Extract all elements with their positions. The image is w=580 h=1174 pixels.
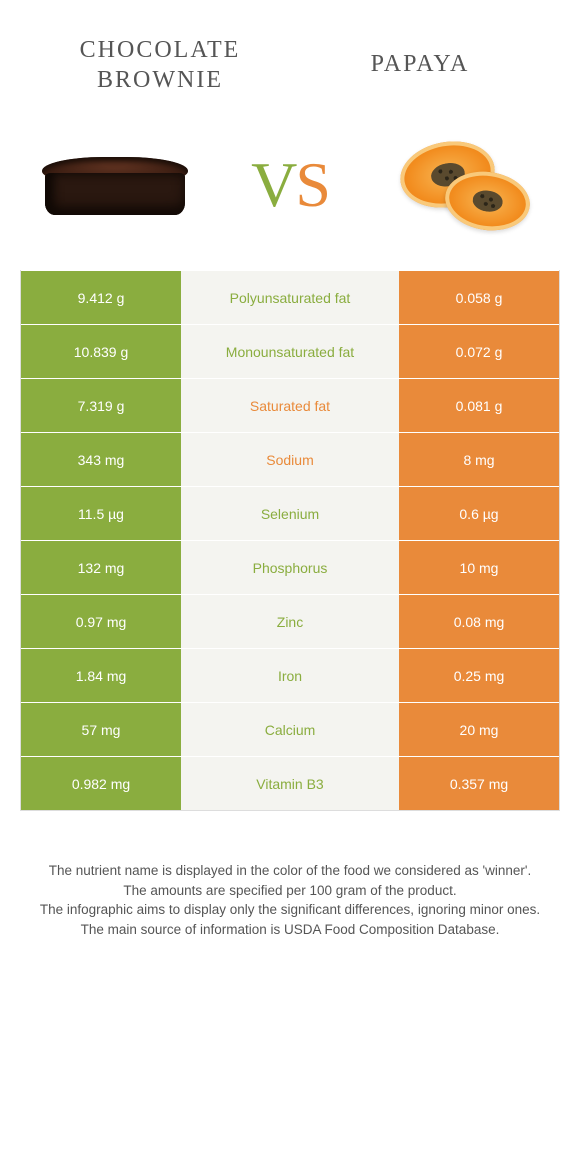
footer-line: The amounts are specified per 100 gram o… <box>30 881 550 901</box>
table-row: 0.97 mgZinc0.08 mg <box>21 594 559 648</box>
left-value: 1.84 mg <box>21 649 181 702</box>
right-value: 0.058 g <box>399 271 559 324</box>
nutrient-label: Calcium <box>181 703 399 756</box>
title-right: PAPAYA <box>320 49 520 95</box>
nutrient-label: Zinc <box>181 595 399 648</box>
right-value: 10 mg <box>399 541 559 594</box>
right-value: 0.08 mg <box>399 595 559 648</box>
table-row: 132 mgPhosphorus10 mg <box>21 540 559 594</box>
footer-line: The nutrient name is displayed in the co… <box>30 861 550 881</box>
comparison-table: 9.412 gPolyunsaturated fat0.058 g10.839 … <box>20 270 560 811</box>
table-row: 343 mgSodium8 mg <box>21 432 559 486</box>
header: CHOCOLATE BROWNIE PAPAYA <box>0 0 580 105</box>
table-row: 0.982 mgVitamin B30.357 mg <box>21 756 559 810</box>
left-value: 11.5 µg <box>21 487 181 540</box>
nutrient-label: Phosphorus <box>181 541 399 594</box>
table-row: 9.412 gPolyunsaturated fat0.058 g <box>21 270 559 324</box>
images-row: VS <box>0 105 580 270</box>
footer-line: The infographic aims to display only the… <box>30 900 550 920</box>
left-value: 343 mg <box>21 433 181 486</box>
table-row: 57 mgCalcium20 mg <box>21 702 559 756</box>
right-value: 0.357 mg <box>399 757 559 810</box>
vs-label: VS <box>251 148 329 222</box>
right-value: 0.6 µg <box>399 487 559 540</box>
right-value: 8 mg <box>399 433 559 486</box>
nutrient-label: Polyunsaturated fat <box>181 271 399 324</box>
right-value: 0.072 g <box>399 325 559 378</box>
table-row: 1.84 mgIron0.25 mg <box>21 648 559 702</box>
left-value: 132 mg <box>21 541 181 594</box>
nutrient-label: Iron <box>181 649 399 702</box>
table-row: 11.5 µgSelenium0.6 µg <box>21 486 559 540</box>
left-value: 9.412 g <box>21 271 181 324</box>
nutrient-label: Sodium <box>181 433 399 486</box>
footer-notes: The nutrient name is displayed in the co… <box>0 811 580 939</box>
brownie-image <box>30 130 200 240</box>
left-value: 57 mg <box>21 703 181 756</box>
nutrient-label: Vitamin B3 <box>181 757 399 810</box>
table-row: 10.839 gMonounsaturated fat0.072 g <box>21 324 559 378</box>
left-value: 0.97 mg <box>21 595 181 648</box>
papaya-image <box>380 130 550 240</box>
left-value: 0.982 mg <box>21 757 181 810</box>
nutrient-label: Saturated fat <box>181 379 399 432</box>
nutrient-label: Monounsaturated fat <box>181 325 399 378</box>
right-value: 0.25 mg <box>399 649 559 702</box>
vs-s: S <box>295 148 329 222</box>
right-value: 0.081 g <box>399 379 559 432</box>
nutrient-label: Selenium <box>181 487 399 540</box>
footer-line: The main source of information is USDA F… <box>30 920 550 940</box>
left-value: 10.839 g <box>21 325 181 378</box>
table-row: 7.319 gSaturated fat0.081 g <box>21 378 559 432</box>
vs-v: V <box>251 148 295 222</box>
left-value: 7.319 g <box>21 379 181 432</box>
right-value: 20 mg <box>399 703 559 756</box>
title-left: CHOCOLATE BROWNIE <box>60 35 260 95</box>
